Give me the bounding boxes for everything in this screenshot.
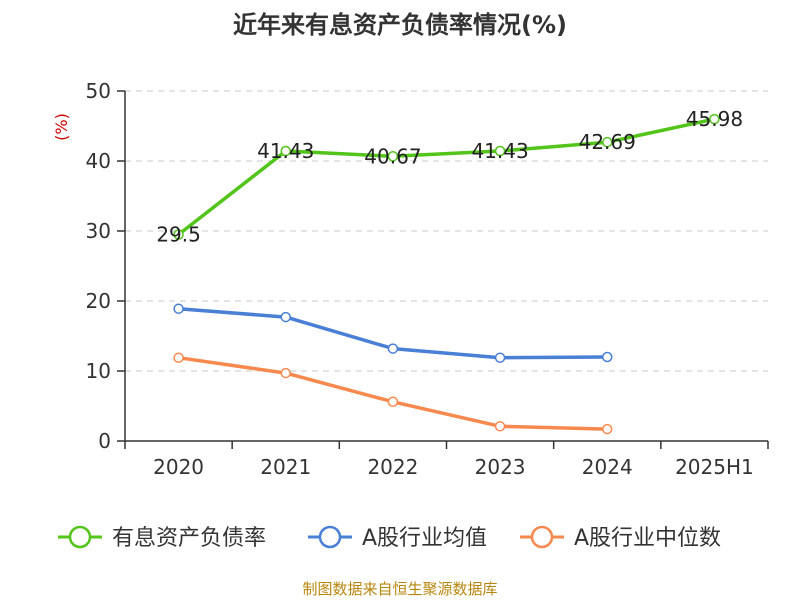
legend-marker bbox=[68, 525, 92, 549]
data-point-marker bbox=[387, 343, 399, 354]
legend-marker bbox=[318, 525, 342, 549]
legend-item: A股行业中位数 bbox=[520, 525, 721, 551]
y-tick-label: 40 bbox=[86, 149, 111, 173]
data-labels: 29.5 41.43 40.67 41.43 42.69 45.98 bbox=[156, 107, 743, 246]
legend-label: A股行业均值 bbox=[362, 526, 487, 551]
data-point-marker bbox=[387, 396, 399, 408]
x-tick-label: 2021 bbox=[260, 455, 311, 479]
data-point-marker bbox=[173, 303, 184, 314]
data-label: 41.43 bbox=[471, 139, 528, 163]
y-tick-label: 30 bbox=[86, 219, 111, 243]
legend-marker bbox=[530, 525, 554, 549]
gridlines bbox=[125, 90, 768, 372]
data-point-marker bbox=[173, 352, 184, 363]
data-point-marker bbox=[602, 136, 613, 148]
data-point-marker bbox=[280, 311, 291, 323]
data-point-marker bbox=[494, 145, 506, 157]
data-point-marker bbox=[602, 423, 613, 435]
x-tick-label: 2024 bbox=[582, 455, 633, 479]
data-label: 40.67 bbox=[364, 144, 421, 168]
axes: 0 10 20 30 40 50 2020 2021 2022 2023 2024 2025H1 bbox=[86, 79, 769, 479]
legend: 有息资产负债率 A股行业均值 A股行业中位数 bbox=[58, 525, 721, 551]
legend-item: 有息资产负债率 bbox=[58, 525, 266, 551]
x-tick-label: 2025H1 bbox=[675, 455, 754, 479]
y-axis-unit-label: (%) bbox=[52, 113, 71, 141]
data-point-marker bbox=[494, 352, 506, 363]
legend-item: A股行业均值 bbox=[308, 525, 487, 551]
y-tick-label: 50 bbox=[86, 79, 111, 103]
x-tick-label: 2022 bbox=[367, 455, 418, 479]
legend-label: A股行业中位数 bbox=[574, 526, 721, 551]
x-tick-label: 2020 bbox=[153, 455, 204, 479]
series-line-3 bbox=[176, 355, 610, 431]
x-tick-label: 2023 bbox=[475, 455, 526, 479]
chart-title: 近年来有息资产负债率情况(%) bbox=[233, 11, 567, 39]
y-tick-label: 20 bbox=[86, 289, 111, 313]
data-point-marker bbox=[173, 229, 184, 240]
y-tick-label: 0 bbox=[98, 429, 111, 453]
data-label: 42.69 bbox=[579, 130, 636, 154]
data-point-marker bbox=[387, 151, 399, 162]
series-line-1 bbox=[176, 117, 717, 237]
y-tick-label: 10 bbox=[86, 359, 111, 383]
source-note: 制图数据来自恒生聚源数据库 bbox=[302, 580, 497, 598]
data-point-marker bbox=[709, 113, 720, 125]
data-point-marker bbox=[280, 145, 291, 157]
legend-label: 有息资产负债率 bbox=[112, 526, 266, 551]
series-lines bbox=[173, 113, 720, 435]
data-point-marker bbox=[280, 367, 291, 379]
data-label: 45.98 bbox=[686, 107, 743, 131]
data-point-marker bbox=[602, 351, 613, 363]
data-point-marker bbox=[494, 421, 506, 432]
data-label: 29.5 bbox=[156, 223, 201, 247]
data-label: 41.43 bbox=[257, 139, 314, 163]
